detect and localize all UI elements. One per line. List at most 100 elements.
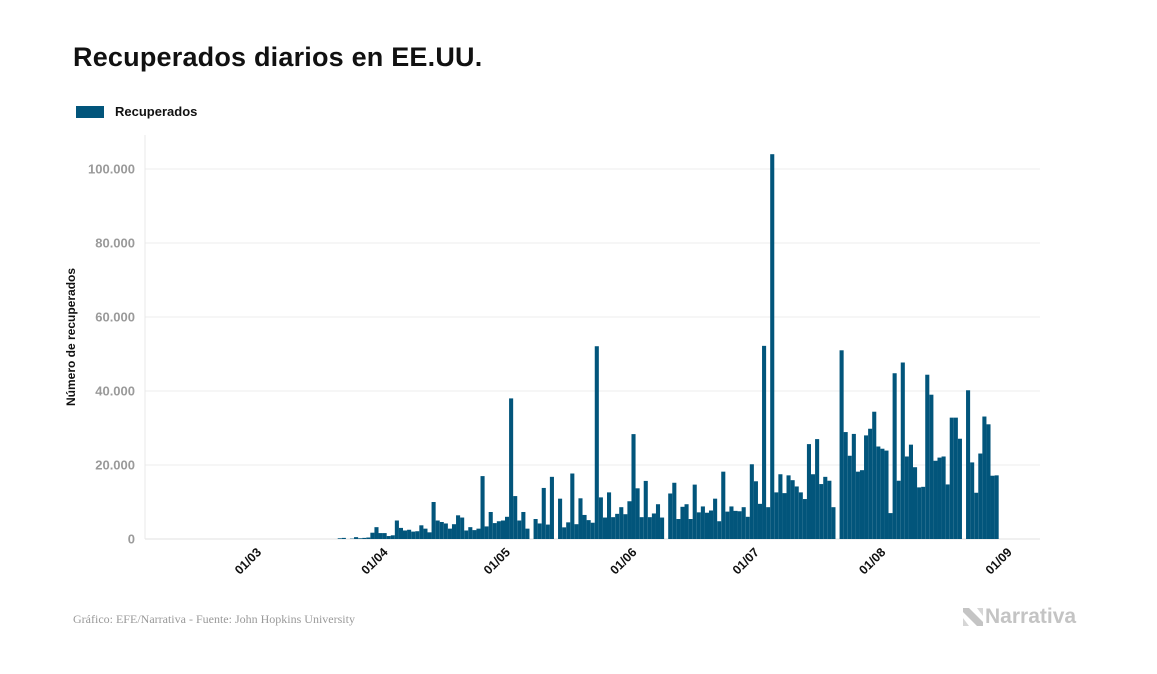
x-tick-label: 01/08 xyxy=(856,545,888,577)
y-tick-label: 80.000 xyxy=(95,236,135,251)
bar xyxy=(766,507,771,539)
bar xyxy=(447,528,452,539)
bar xyxy=(802,499,807,539)
bar xyxy=(953,417,958,539)
bar xyxy=(904,456,909,539)
bar xyxy=(839,350,844,539)
bar xyxy=(819,484,824,540)
bar xyxy=(590,522,595,539)
bar xyxy=(933,460,938,540)
bar xyxy=(415,531,420,539)
y-tick-labels: 0 20.000 40.000 60.000 80.000 100.000 xyxy=(88,162,135,547)
bar xyxy=(521,511,526,539)
bar xyxy=(488,511,493,539)
bar xyxy=(468,527,473,539)
bar xyxy=(688,519,693,539)
bar xyxy=(443,523,448,539)
bar xyxy=(562,527,567,540)
bar xyxy=(774,492,779,539)
bar xyxy=(598,497,603,540)
bar xyxy=(574,524,579,539)
narrativa-logo: Narrativa xyxy=(963,605,1076,629)
bar xyxy=(876,446,881,539)
bar xyxy=(790,480,795,539)
bar xyxy=(513,496,518,539)
bar xyxy=(704,512,709,539)
bar xyxy=(815,439,820,539)
legend-swatch xyxy=(76,105,104,118)
bar xyxy=(917,487,922,539)
bar xyxy=(970,462,975,539)
bar xyxy=(806,444,811,540)
bar xyxy=(578,498,583,539)
bar xyxy=(986,424,991,539)
y-axis-label: Número de recuperados xyxy=(64,268,78,406)
bar xyxy=(594,346,599,539)
bar xyxy=(354,537,359,539)
bar xyxy=(505,516,510,539)
bar xyxy=(476,528,481,539)
bar xyxy=(847,455,852,539)
bar xyxy=(496,521,501,539)
bar xyxy=(602,517,607,539)
y-tick-label: 60.000 xyxy=(95,310,135,325)
bar xyxy=(888,513,893,539)
bar xyxy=(394,520,399,539)
bar xyxy=(631,434,636,540)
bar xyxy=(778,474,783,539)
bar xyxy=(480,476,485,539)
bar xyxy=(655,504,661,539)
bar xyxy=(537,523,542,539)
bar xyxy=(994,475,999,539)
bar xyxy=(370,532,375,539)
bar xyxy=(721,471,726,539)
bar xyxy=(525,528,530,539)
bar xyxy=(635,488,640,539)
bar xyxy=(700,506,705,539)
bar xyxy=(684,504,689,539)
y-tick-label: 100.000 xyxy=(88,162,135,177)
bar xyxy=(729,506,734,539)
bar xyxy=(868,428,873,539)
bar xyxy=(798,492,803,539)
bar xyxy=(978,453,983,539)
bar xyxy=(472,530,477,539)
bar xyxy=(533,519,538,539)
bar xyxy=(982,416,987,539)
bar xyxy=(643,480,648,539)
bar xyxy=(957,438,962,539)
legend-label: Recuperados xyxy=(115,104,198,119)
bar xyxy=(439,521,444,539)
bar xyxy=(896,480,901,540)
bar xyxy=(966,390,971,539)
bar xyxy=(786,475,791,539)
x-tick-label: 01/07 xyxy=(730,545,762,577)
bar xyxy=(517,520,522,539)
bar xyxy=(358,538,363,539)
bar xyxy=(607,492,612,539)
bar xyxy=(770,154,775,539)
x-tick-label: 01/09 xyxy=(983,545,1015,577)
bar xyxy=(753,481,758,539)
bar xyxy=(831,507,836,539)
bar xyxy=(337,538,342,539)
bar xyxy=(949,417,954,539)
bar xyxy=(586,520,591,539)
bar xyxy=(651,513,656,539)
bar xyxy=(672,482,677,539)
bar xyxy=(782,493,787,539)
bar xyxy=(456,515,461,539)
bar xyxy=(925,374,930,539)
bar xyxy=(549,476,554,539)
bar xyxy=(403,530,408,539)
bar xyxy=(974,492,979,539)
bar xyxy=(566,522,571,539)
bar xyxy=(558,498,563,539)
bar xyxy=(851,433,856,539)
bar xyxy=(864,435,869,539)
y-tick-label: 40.000 xyxy=(95,384,135,399)
bar xyxy=(937,457,942,539)
bar xyxy=(423,528,428,539)
source-note: Gráfico: EFE/Narrativa - Fuente: John Ho… xyxy=(73,612,355,626)
